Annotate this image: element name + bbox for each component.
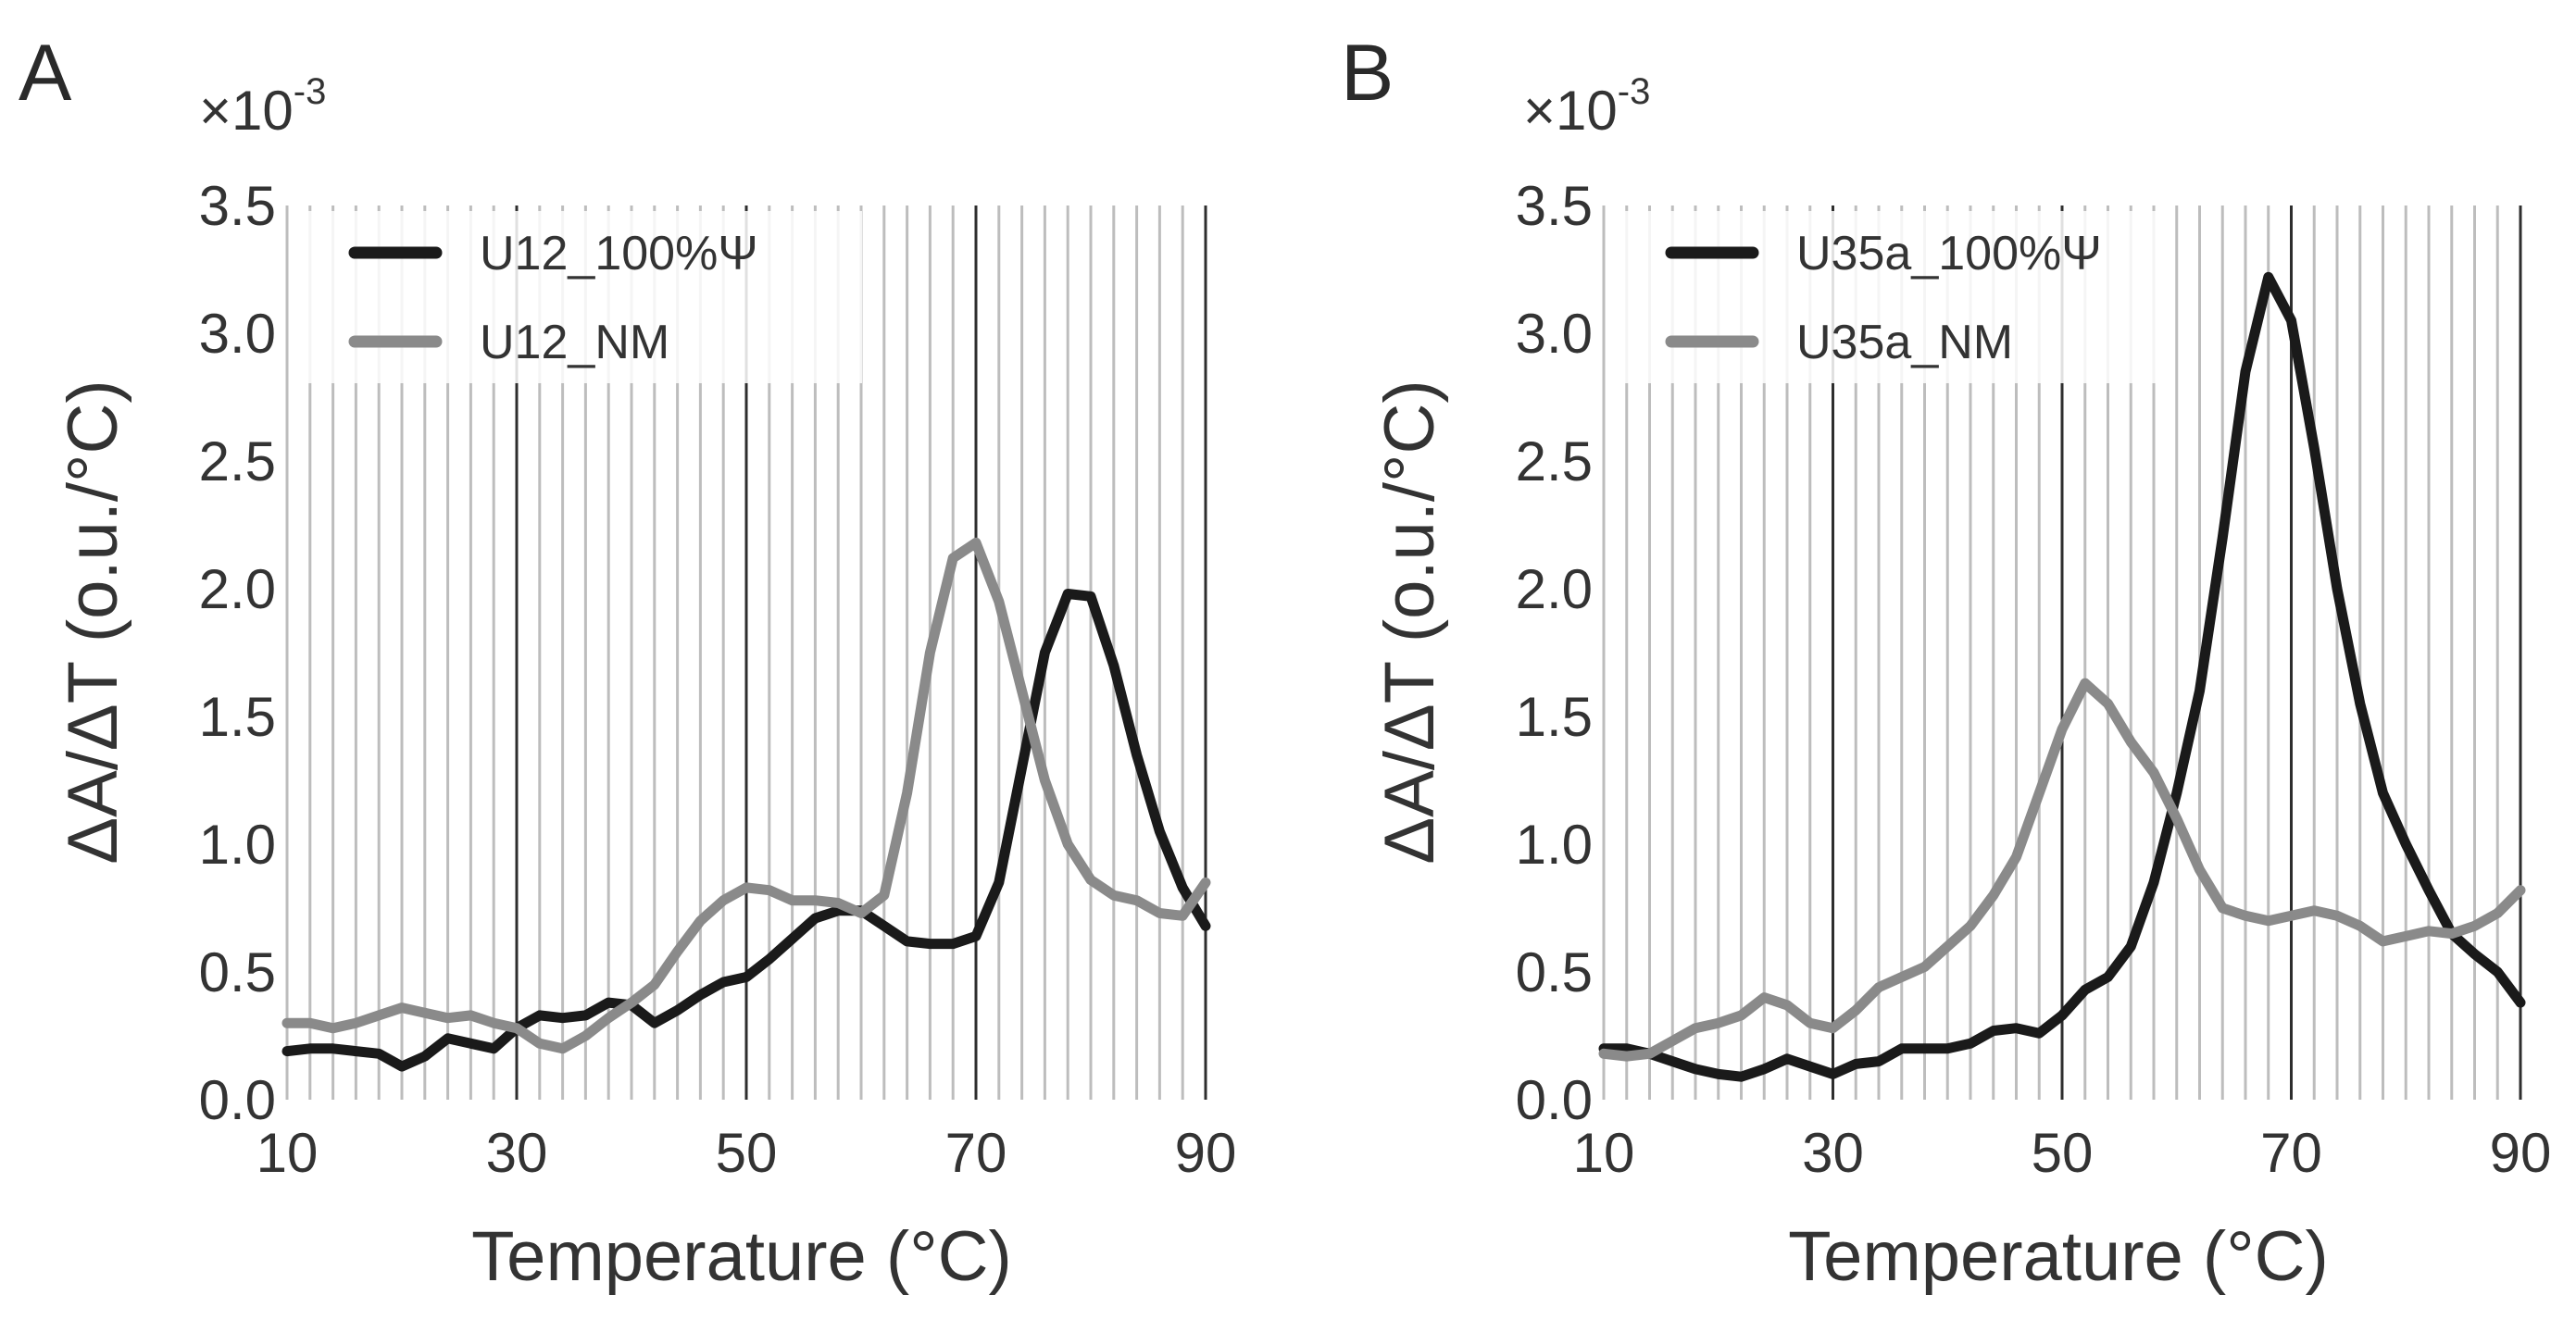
- x-tick-label: 30: [1802, 1122, 1864, 1184]
- y-tick-label: 3.5: [1516, 175, 1593, 237]
- y-tick-label: 1.5: [199, 686, 276, 748]
- x-tick-label: 10: [1573, 1122, 1635, 1184]
- y-tick-label: 3.0: [199, 303, 276, 365]
- series-line-modified: [1598, 271, 2526, 1082]
- legend-label: U12_100%Ψ: [480, 227, 758, 280]
- panel-a: A ×10-3 Temperature (°C) ΔA/ΔT (o.u./°C)…: [19, 29, 1236, 1296]
- y-multiplier: ×10-3: [1523, 71, 1650, 142]
- y-axis-label: ΔA/ΔT (o.u./°C): [54, 380, 132, 864]
- panel-letter: A: [19, 29, 72, 118]
- y-tick-label: 0.5: [1516, 941, 1593, 1003]
- y-tick-label: 3.0: [1516, 303, 1593, 365]
- series-line-unmodified: [281, 537, 1211, 1054]
- y-tick-label: 0.0: [199, 1069, 276, 1131]
- legend-label: U35a_NM: [1796, 316, 2013, 369]
- y-tick-label: 3.5: [199, 175, 276, 237]
- series-line-modified: [281, 589, 1211, 1072]
- y-tick-label: 1.5: [1516, 686, 1593, 748]
- x-axis-label: Temperature (°C): [1788, 1217, 2329, 1296]
- x-tick-label: 90: [1175, 1122, 1237, 1184]
- series-line-unmodified: [1598, 678, 2526, 1062]
- y-tick-label: 2.0: [1516, 558, 1593, 620]
- x-tick-label: 90: [2490, 1122, 2552, 1184]
- y-tick-label: 0.0: [1516, 1069, 1593, 1131]
- y-tick-label: 2.0: [199, 558, 276, 620]
- panel-letter: B: [1341, 29, 1394, 118]
- y-tick-label: 0.5: [199, 941, 276, 1003]
- x-tick-label: 50: [2032, 1122, 2094, 1184]
- x-tick-label: 70: [2260, 1122, 2322, 1184]
- x-tick-label: 50: [716, 1122, 778, 1184]
- x-tick-label: 70: [945, 1122, 1007, 1184]
- y-tick-label: 2.5: [1516, 430, 1593, 492]
- y-multiplier: ×10-3: [199, 71, 326, 142]
- y-tick-label: 1.0: [1516, 814, 1593, 876]
- x-tick-label: 10: [256, 1122, 319, 1184]
- y-tick-label: 2.5: [199, 430, 276, 492]
- y-axis-label: ΔA/ΔT (o.u./°C): [1370, 380, 1449, 864]
- legend-box: [1616, 211, 2162, 383]
- legend-box: [299, 211, 862, 383]
- y-tick-label: 1.0: [199, 814, 276, 876]
- panel-b: B ×10-3 Temperature (°C) ΔA/ΔT (o.u./°C)…: [1341, 29, 2551, 1296]
- x-tick-label: 30: [486, 1122, 548, 1184]
- x-axis-label: Temperature (°C): [471, 1217, 1012, 1296]
- legend-label: U12_NM: [480, 316, 669, 369]
- legend-label: U35a_100%Ψ: [1796, 227, 2102, 280]
